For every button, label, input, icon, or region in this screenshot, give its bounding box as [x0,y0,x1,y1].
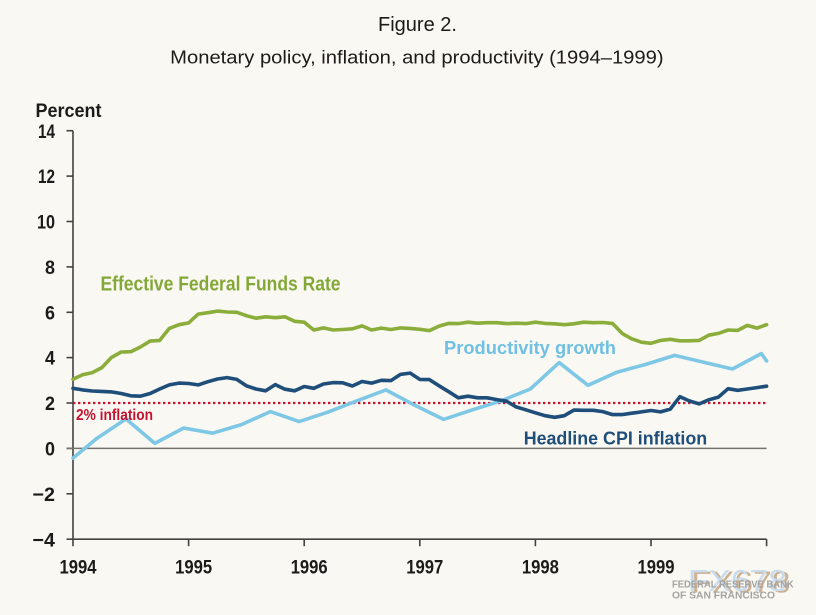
svg-text:−4: −4 [33,529,56,551]
svg-text:1994: 1994 [60,557,97,579]
svg-text:Percent: Percent [36,101,103,122]
svg-text:−2: −2 [33,484,56,506]
svg-text:2: 2 [45,393,55,415]
svg-text:0: 0 [45,439,55,461]
svg-text:10: 10 [37,212,55,234]
svg-text:12: 12 [38,166,55,188]
svg-text:1996: 1996 [291,557,328,579]
svg-text:FX678: FX678 [688,563,787,598]
svg-text:1997: 1997 [406,557,443,579]
svg-text:Effective Federal Funds Rate: Effective Federal Funds Rate [101,272,341,295]
svg-text:Headline CPI inflation: Headline CPI inflation [524,428,708,448]
svg-text:FEDERAL RESERVE BANK: FEDERAL RESERVE BANK [672,580,794,591]
svg-text:1995: 1995 [175,557,212,579]
svg-text:2% inflation: 2% inflation [76,407,153,424]
svg-text:FX678: FX678 [691,565,790,600]
svg-text:8: 8 [45,257,55,279]
svg-text:Monetary policy, inflation, an: Monetary policy, inflation, and producti… [170,47,663,67]
svg-text:1999: 1999 [638,557,675,579]
svg-text:Figure 2.: Figure 2. [378,14,457,36]
svg-text:6: 6 [45,302,55,324]
svg-text:4: 4 [45,348,55,370]
svg-text:Productivity growth: Productivity growth [444,338,616,358]
svg-text:1998: 1998 [522,557,559,579]
svg-text:14: 14 [38,121,55,143]
svg-text:OF SAN FRANCISCO: OF SAN FRANCISCO [672,591,775,602]
